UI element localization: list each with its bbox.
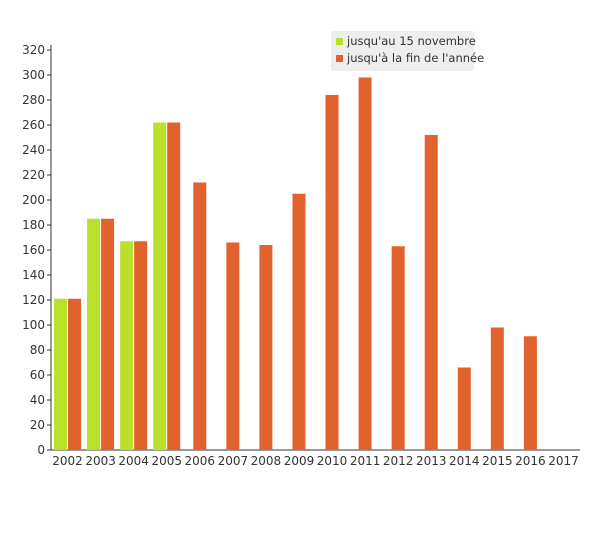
x-tick-label: 2007 [218, 454, 249, 468]
bar-2008-year-end [259, 245, 273, 450]
bar-2002-nov15 [54, 298, 68, 450]
bar-2014-year-end [457, 367, 471, 450]
bar-2010-year-end [325, 95, 339, 450]
bar-2004-nov15 [120, 241, 134, 450]
bar-2015-year-end [490, 327, 504, 450]
x-tick-label: 2015 [482, 454, 513, 468]
y-tick-label: 220 [22, 168, 45, 182]
y-tick-label: 0 [37, 443, 45, 457]
y-tick-label: 260 [22, 118, 45, 132]
bar-2007-year-end [226, 242, 240, 450]
bar-2012-year-end [391, 246, 405, 450]
bar-2003-nov15 [87, 218, 101, 450]
x-tick-label: 2008 [251, 454, 282, 468]
bar-2005-year-end [167, 122, 181, 450]
legend-swatch [336, 55, 343, 62]
x-tick-label: 2003 [85, 454, 116, 468]
x-axis: 2002 2003 2004 2005 2006 2007 2008 2009 2010 2011… [51, 449, 580, 468]
y-tick-label: 80 [30, 343, 45, 357]
bar-2011-year-end [358, 77, 372, 450]
y-tick-label: 300 [22, 68, 45, 82]
y-tick-label: 180 [22, 218, 45, 232]
x-tick-label: 2011 [350, 454, 381, 468]
x-tick-label: 2004 [118, 454, 149, 468]
bar-2003-year-end [101, 218, 115, 450]
legend: jusqu'au 15 novembre jusqu'à la fin de l'… [331, 31, 484, 71]
x-tick-label: 2010 [317, 454, 348, 468]
x-tick-label: 2005 [151, 454, 182, 468]
legend-label: jusqu'au 15 novembre [346, 34, 476, 48]
x-tick-label: 2014 [449, 454, 480, 468]
y-tick-label: 100 [22, 318, 45, 332]
y-tick-label: 240 [22, 143, 45, 157]
bar-2002-year-end [68, 298, 82, 450]
y-tick-label: 20 [30, 418, 45, 432]
x-tick-label: 2006 [185, 454, 216, 468]
bar-2016-year-end [523, 336, 537, 450]
x-tick-label: 2012 [383, 454, 414, 468]
x-tick-label: 2017 [548, 454, 579, 468]
legend-swatch [336, 38, 343, 45]
legend-box [331, 31, 474, 71]
bar-2004-year-end [134, 241, 148, 450]
bar-2017-year-end [556, 449, 570, 450]
bar-2009-year-end [292, 193, 306, 450]
bar-2005-nov15 [153, 122, 167, 450]
y-tick-label: 200 [22, 193, 45, 207]
bars-group [54, 77, 570, 450]
legend-label: jusqu'à la fin de l'année [346, 51, 484, 65]
bar-2013-year-end [424, 135, 438, 450]
x-tick-label: 2016 [515, 454, 546, 468]
y-tick-label: 160 [22, 243, 45, 257]
x-tick-label: 2013 [416, 454, 447, 468]
y-axis: 0 20 40 60 80 100 120 140 160 180 200 220 240 260 280 3… [22, 43, 52, 457]
x-tick-label: 2002 [52, 454, 83, 468]
y-tick-label: 60 [30, 368, 45, 382]
y-tick-label: 40 [30, 393, 45, 407]
y-tick-label: 280 [22, 93, 45, 107]
y-tick-label: 320 [22, 43, 45, 57]
bar-2006-year-end [193, 182, 207, 450]
y-tick-label: 120 [22, 293, 45, 307]
x-tick-label: 2009 [284, 454, 315, 468]
y-tick-label: 140 [22, 268, 45, 282]
